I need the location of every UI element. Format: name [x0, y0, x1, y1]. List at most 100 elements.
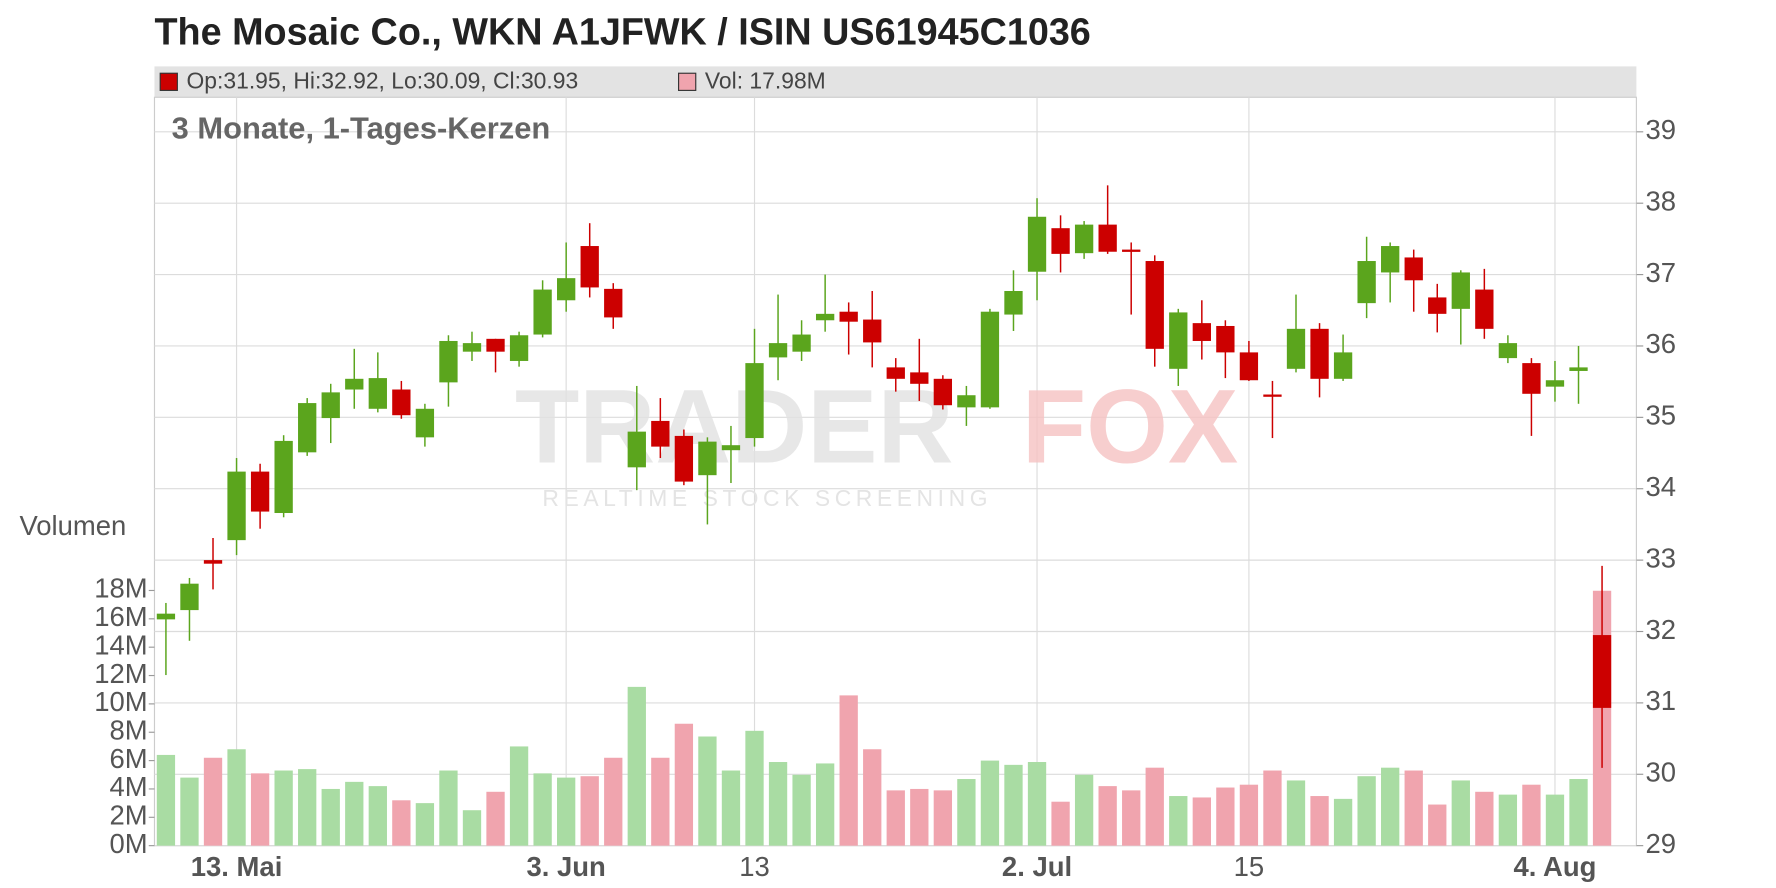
legend-text: Vol: 17.98M	[705, 67, 826, 93]
candle-body	[462, 343, 482, 352]
volume-bar	[392, 800, 411, 846]
watermark: TRADER FOX REALTIME STOCK SCREENING	[515, 369, 1238, 511]
legend-bar	[154, 66, 1637, 98]
candle-body	[1404, 257, 1423, 281]
volume-bar	[203, 757, 223, 846]
volume-bar	[439, 770, 458, 846]
x-tick-label: 13. Mai	[191, 851, 283, 882]
volume-bar	[1451, 780, 1470, 846]
candle-body	[533, 289, 552, 335]
volume-bar	[839, 695, 858, 846]
x-tick-label: 3. Jun	[526, 851, 605, 882]
volume-bar	[180, 777, 199, 846]
volume-bar	[651, 757, 670, 846]
candle-body	[768, 343, 788, 358]
candle-body	[792, 334, 811, 352]
y-tick-label: 30	[1646, 757, 1677, 788]
candle-body	[415, 408, 435, 438]
volume-bar	[1545, 794, 1565, 846]
y-tick-label: 32	[1646, 614, 1677, 645]
volume-bar	[533, 773, 552, 846]
volume-bar	[509, 746, 529, 846]
volume-bar	[721, 770, 741, 846]
volume-bar	[1216, 787, 1235, 846]
candle-body	[1004, 291, 1023, 315]
candle-body	[156, 613, 176, 620]
candle-body	[980, 311, 1000, 408]
x-tick-label: 13	[739, 851, 770, 882]
candle-body	[1027, 216, 1047, 272]
y-tick-label: 34	[1646, 471, 1677, 502]
volume-bar	[486, 791, 505, 846]
volume-bar	[1404, 770, 1423, 846]
candle-body	[1498, 343, 1518, 359]
candle-body	[321, 392, 340, 419]
y2-tick-label: 4M	[109, 771, 147, 802]
volume-bar	[792, 774, 811, 846]
volume-bar	[1004, 764, 1023, 846]
candle-body	[604, 288, 623, 318]
candle-body	[886, 367, 905, 379]
candle-body	[957, 395, 976, 408]
candle-body	[1169, 312, 1188, 369]
volume-bar	[1569, 779, 1588, 846]
volume-bar	[250, 773, 270, 846]
volume-bar	[1263, 770, 1282, 846]
candle-body	[745, 363, 764, 439]
legend-swatch	[159, 72, 178, 91]
candle-body	[698, 441, 717, 476]
candle-body	[651, 420, 670, 447]
volume-bar	[580, 776, 599, 846]
volume-bar	[1522, 784, 1541, 846]
y2-tick-label: 10M	[94, 686, 147, 717]
candle-body	[1122, 249, 1141, 252]
legend-text: Op:31.95, Hi:32.92, Lo:30.09, Cl:30.93	[187, 67, 579, 93]
candle-body	[863, 319, 882, 343]
candle-body	[298, 403, 317, 453]
y-tick-label: 37	[1646, 257, 1677, 288]
volume-bar	[368, 786, 387, 846]
candle-body	[1051, 228, 1070, 254]
chart-subtitle: 3 Monate, 1-Tages-Kerzen	[172, 111, 551, 146]
volume-bar	[604, 757, 623, 846]
volume-bar	[1169, 796, 1188, 846]
y-tick-label: 36	[1646, 328, 1677, 359]
y2-tick-label: 18M	[94, 573, 147, 604]
candle-body	[250, 471, 270, 512]
volume-bar	[1239, 784, 1259, 846]
candle-body	[721, 445, 741, 451]
y2-tick-label: 6M	[109, 743, 147, 774]
candle-body	[1522, 363, 1541, 394]
volume-bar	[1475, 791, 1494, 846]
volume-bar	[886, 790, 905, 846]
candle-body	[1263, 394, 1282, 397]
y2-tick-label: 0M	[109, 828, 147, 859]
volume-bar	[1074, 774, 1094, 846]
volume-bar	[1428, 804, 1447, 846]
volume-bar	[1357, 776, 1376, 846]
candle-body	[486, 338, 505, 352]
watermark-text: FOX	[1022, 369, 1238, 486]
candle-body	[1310, 328, 1329, 379]
volume-bar	[557, 777, 576, 846]
volume-bar	[768, 762, 788, 846]
volume-bar	[298, 769, 317, 846]
volume-bar	[1381, 767, 1400, 846]
candle-body	[1545, 380, 1565, 387]
candle-body	[910, 372, 929, 384]
candle-body	[1475, 289, 1494, 329]
volume-bar	[227, 749, 246, 846]
volume-bar	[698, 736, 717, 846]
y-tick-label: 35	[1646, 400, 1677, 431]
volume-bar	[1027, 762, 1047, 846]
y2-tick-label: 16M	[94, 601, 147, 632]
y-tick-label: 31	[1646, 685, 1677, 716]
volume-bar	[745, 730, 764, 846]
watermark-tagline: REALTIME STOCK SCREENING	[542, 485, 992, 511]
candle-body	[180, 583, 199, 611]
candle-body	[1333, 352, 1353, 379]
candle-body	[580, 246, 599, 288]
candle-body	[345, 378, 364, 390]
